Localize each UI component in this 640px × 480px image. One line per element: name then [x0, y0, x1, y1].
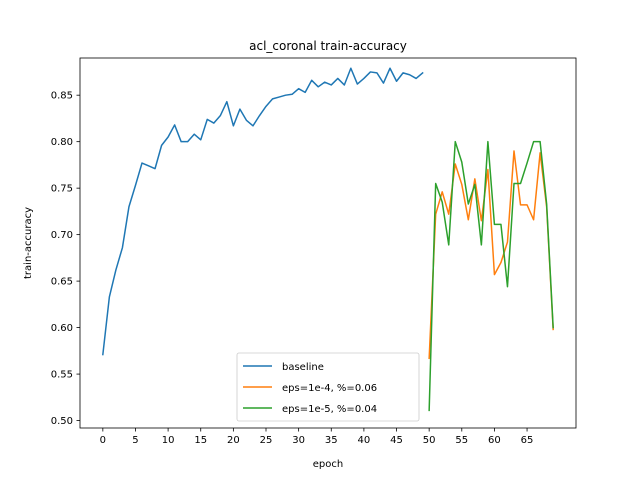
x-tick-label: 45 — [390, 435, 403, 446]
x-tick-label: 65 — [521, 435, 534, 446]
series-layer — [102, 67, 554, 412]
series-line-1 — [428, 150, 554, 360]
y-tick-label: 0.80 — [51, 137, 73, 148]
x-tick-label: 5 — [132, 435, 138, 446]
legend-label-1: eps=1e-4, %=0.06 — [282, 383, 377, 394]
x-tick-label: 55 — [455, 435, 468, 446]
y-tick-label: 0.85 — [51, 91, 73, 102]
x-tick-label: 25 — [260, 435, 273, 446]
legend-frame — [236, 352, 420, 422]
plot-area-frame — [79, 57, 577, 429]
x-tick-label: 50 — [423, 435, 436, 446]
y-tick-label: 0.50 — [51, 416, 73, 427]
x-axis-label: epoch — [313, 459, 343, 470]
legend-label-2: eps=1e-5, %=0.04 — [282, 404, 377, 415]
legend-label-0: baseline — [282, 362, 324, 373]
x-tick-label: 35 — [325, 435, 338, 446]
y-axis-label: train-accuracy — [23, 207, 34, 279]
x-axis: 0 5 10 15 20 25 30 35 40 45 50 55 60 65 — [100, 428, 534, 446]
x-tick-label: 30 — [292, 435, 305, 446]
y-tick-label: 0.70 — [51, 230, 73, 241]
y-tick-label: 0.75 — [51, 184, 73, 195]
y-tick-label: 0.55 — [51, 370, 73, 381]
x-tick-label: 0 — [100, 435, 106, 446]
series-line-0 — [102, 67, 424, 356]
y-tick-label: 0.65 — [51, 277, 73, 288]
x-tick-label: 40 — [358, 435, 371, 446]
legend: baseline eps=1e-4, %=0.06 eps=1e-5, %=0.04 — [236, 352, 420, 422]
y-axis: 0.50 0.55 0.60 0.65 0.70 0.75 0.80 0.85 — [51, 91, 80, 427]
chart-title: acl_coronal train-accuracy — [249, 39, 407, 53]
x-tick-label: 60 — [488, 435, 501, 446]
x-tick-label: 20 — [227, 435, 240, 446]
y-tick-label: 0.60 — [51, 323, 73, 334]
legend-items: baseline eps=1e-4, %=0.06 eps=1e-5, %=0.04 — [243, 362, 377, 415]
series-line-2 — [428, 140, 554, 412]
x-tick-label: 10 — [162, 435, 175, 446]
x-tick-label: 15 — [194, 435, 207, 446]
